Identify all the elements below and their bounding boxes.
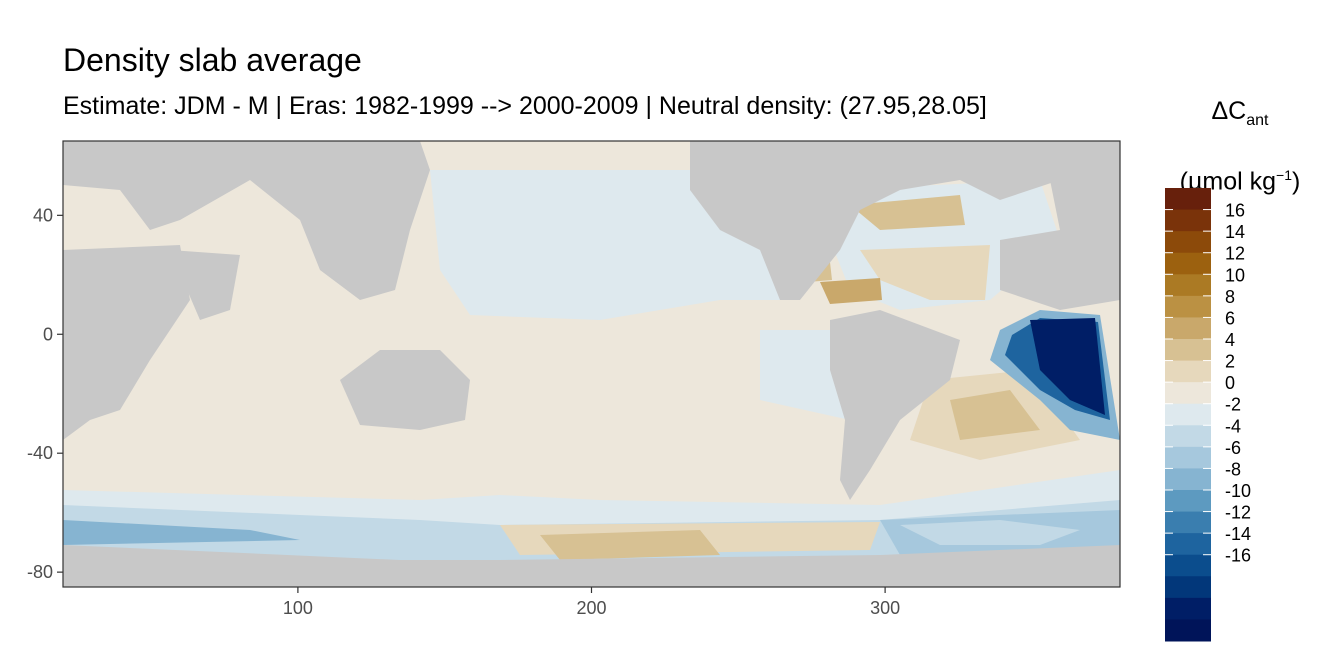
x-tick-label: 300 [870,598,900,618]
legend-swatch [1165,425,1211,448]
y-tick-label: 40 [33,205,53,225]
x-tick-label: 200 [576,598,606,618]
legend-tick-label: 16 [1225,201,1245,221]
land-europe-africa [1000,141,1120,310]
y-axis: 40 0 -40 -80 [27,205,63,582]
land-eurasia [63,141,430,300]
legend-swatch [1165,619,1211,642]
land-australia [340,350,470,430]
legend-tick-label: 4 [1225,330,1235,350]
legend-tick-label: -14 [1225,524,1251,544]
legend-tick-label: 6 [1225,308,1235,328]
legend-swatch [1165,188,1211,211]
land-masses [63,141,1120,587]
legend-tick-label: 0 [1225,373,1235,393]
x-axis: 100 200 300 [283,587,900,618]
legend-swatch [1165,554,1211,577]
legend-unit-sup: −1 [1276,167,1292,183]
legend-tick-label: 14 [1225,222,1245,242]
legend-tick-label: 10 [1225,265,1245,285]
legend-swatch [1165,597,1211,620]
legend-tick-label: -16 [1225,546,1251,566]
legend-swatch [1165,339,1211,362]
legend-swatch [1165,382,1211,405]
legend-tick-label: 2 [1225,352,1235,372]
legend-tick-label: -6 [1225,438,1241,458]
legend-tick-label: -4 [1225,416,1241,436]
legend-title: ΔCant (µmol kg−1) [1160,84,1320,208]
legend-swatch [1165,295,1211,318]
legend-swatch [1165,533,1211,556]
land-south-america [830,310,960,500]
legend-swatch [1165,468,1211,491]
legend-swatch [1165,490,1211,513]
y-tick-label: -80 [27,562,53,582]
legend-tick-label: 8 [1225,287,1235,307]
legend-swatch [1165,576,1211,599]
chart-title: Density slab average [63,42,362,78]
y-tick-label: -40 [27,443,53,463]
legend-tick-label: -12 [1225,503,1251,523]
legend-symbol-sub: ant [1246,112,1269,129]
chart-subtitle: Estimate: JDM - M | Eras: 1982-1999 --> … [63,92,987,120]
legend-swatch [1165,209,1211,232]
land-antarctica [63,545,1120,587]
legend-swatch [1165,274,1211,297]
legend-swatch [1165,360,1211,383]
legend-swatch [1165,403,1211,426]
legend-tick-label: 12 [1225,244,1245,264]
land-india [170,250,240,320]
legend-symbol: ΔC [1211,97,1247,125]
ocean-field [63,141,1120,587]
y-tick-label: 0 [43,324,53,344]
legend-colorbar [1165,188,1211,642]
legend-unit-close: ) [1292,167,1301,196]
legend-tick-label: -2 [1225,395,1241,415]
land-north-america [690,141,1070,300]
legend-swatch [1165,317,1211,340]
x-tick-label: 100 [283,598,313,618]
legend-swatch [1165,231,1211,254]
legend-swatch [1165,511,1211,534]
legend-tick-label: -10 [1225,481,1251,501]
legend-swatch [1165,252,1211,275]
legend-swatch [1165,446,1211,469]
legend-tick-label: -8 [1225,459,1241,479]
land-africa [63,245,190,440]
